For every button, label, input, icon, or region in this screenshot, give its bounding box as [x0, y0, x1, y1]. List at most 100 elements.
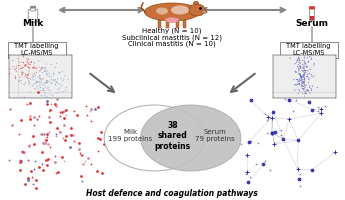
- Point: [300, 87, 305, 90]
- Point: [62, 74, 68, 77]
- Point: [302, 69, 307, 72]
- Point: [318, 107, 324, 110]
- Point: [296, 57, 302, 60]
- Point: [48, 63, 54, 66]
- Point: [1, 73, 7, 76]
- Point: [297, 78, 302, 81]
- Point: [20, 71, 26, 74]
- Point: [57, 87, 62, 90]
- Point: [309, 73, 314, 76]
- Point: [70, 134, 76, 137]
- Point: [30, 135, 36, 138]
- Point: [297, 89, 303, 93]
- Point: [298, 75, 303, 78]
- Point: [25, 61, 30, 64]
- Point: [44, 72, 49, 75]
- Point: [12, 68, 18, 71]
- Point: [39, 132, 45, 135]
- Point: [33, 81, 39, 85]
- Point: [297, 79, 303, 82]
- Point: [301, 89, 306, 92]
- Point: [34, 117, 40, 121]
- Point: [304, 65, 309, 68]
- Point: [88, 119, 93, 122]
- Point: [297, 64, 302, 68]
- FancyBboxPatch shape: [8, 42, 66, 58]
- Point: [39, 162, 45, 165]
- Point: [53, 133, 59, 136]
- Point: [280, 137, 286, 141]
- Point: [303, 92, 308, 95]
- Point: [291, 78, 297, 81]
- Point: [298, 76, 304, 80]
- Point: [62, 139, 68, 142]
- Point: [300, 69, 305, 72]
- Point: [266, 116, 271, 119]
- Point: [298, 74, 303, 77]
- Point: [33, 71, 39, 74]
- Point: [37, 114, 42, 117]
- Point: [302, 78, 307, 81]
- Point: [46, 110, 51, 113]
- Point: [97, 138, 102, 141]
- Point: [21, 61, 26, 64]
- Point: [255, 141, 260, 144]
- Point: [302, 77, 308, 80]
- Point: [272, 131, 277, 134]
- Point: [300, 70, 306, 73]
- Point: [57, 71, 62, 74]
- Point: [19, 150, 24, 153]
- Point: [26, 63, 32, 66]
- Point: [80, 153, 85, 157]
- Point: [309, 108, 314, 111]
- Point: [17, 64, 23, 67]
- Point: [295, 65, 300, 68]
- Point: [34, 80, 40, 84]
- Point: [44, 99, 50, 102]
- Point: [52, 83, 58, 86]
- Point: [27, 82, 32, 85]
- Point: [10, 65, 16, 68]
- Point: [302, 76, 307, 79]
- Point: [48, 89, 53, 92]
- Point: [28, 77, 33, 81]
- Point: [40, 77, 46, 80]
- Point: [28, 91, 33, 94]
- Point: [43, 66, 48, 69]
- Point: [28, 61, 34, 64]
- Point: [42, 82, 47, 85]
- Point: [61, 124, 67, 127]
- Point: [269, 131, 275, 134]
- Point: [292, 83, 297, 86]
- Point: [19, 118, 24, 121]
- Point: [33, 67, 39, 70]
- Point: [302, 73, 307, 76]
- Point: [305, 75, 310, 78]
- Point: [33, 178, 39, 181]
- Point: [40, 88, 46, 92]
- Point: [298, 66, 304, 69]
- Point: [297, 73, 303, 76]
- Point: [45, 73, 51, 76]
- Point: [301, 74, 307, 77]
- Point: [26, 79, 31, 82]
- Point: [40, 169, 46, 172]
- Point: [22, 96, 27, 99]
- Point: [31, 72, 37, 76]
- Point: [55, 171, 61, 174]
- Point: [39, 66, 44, 69]
- Point: [22, 75, 27, 78]
- Point: [260, 163, 266, 166]
- Point: [36, 80, 41, 83]
- Point: [295, 59, 300, 62]
- Point: [299, 82, 305, 85]
- Point: [307, 91, 313, 95]
- Point: [264, 132, 269, 135]
- Point: [297, 58, 302, 61]
- Point: [300, 84, 305, 87]
- Point: [54, 81, 60, 84]
- Point: [44, 135, 50, 139]
- Point: [300, 63, 306, 66]
- Point: [296, 92, 301, 95]
- Point: [44, 87, 50, 91]
